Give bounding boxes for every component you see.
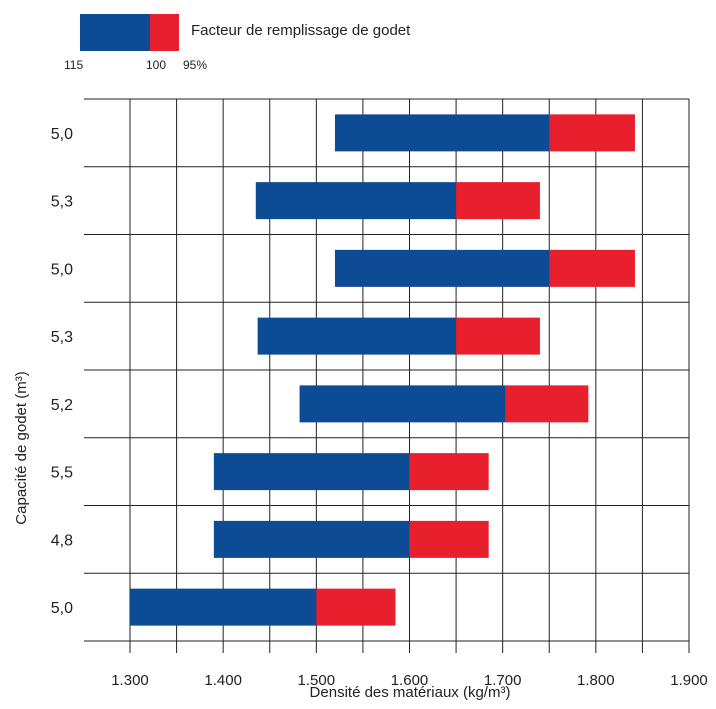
category-label: 5,0 [51,261,73,278]
bar-segment-100-95 [316,588,396,626]
x-tick-label: 1.600 [391,672,429,689]
x-tick-label: 1.300 [111,672,149,689]
category-label: 5,0 [51,126,73,143]
bar-segment-115-100 [299,385,506,423]
legend-swatch-red [150,14,179,51]
bar-segment-115-100 [334,249,550,287]
bar-segment-100-95 [549,249,635,287]
legend-label: Facteur de remplissage de godet [191,22,411,39]
x-tick-label: 1.800 [577,672,615,689]
bar-segment-100-95 [549,114,635,152]
bar-segment-100-95 [456,182,540,220]
x-axis-label: Densité des matériaux (kg/m³) [310,684,511,701]
y-axis-label: Capacité de godet (m³) [13,371,30,524]
x-tick-label: 1.500 [298,672,336,689]
category-label: 5,2 [51,397,73,414]
x-tick-label: 1.900 [670,672,708,689]
category-label: 5,0 [51,600,73,617]
category-label: 5,3 [51,329,73,346]
category-label: 5,3 [51,194,73,211]
legend-scale-100: 100 [146,58,167,72]
bar-segment-115-100 [213,453,410,491]
legend-scale-95: 95% [183,58,208,72]
bar-segment-115-100 [130,588,317,626]
bar-segment-115-100 [255,182,457,220]
x-tick-label: 1.700 [484,672,522,689]
bar-segment-100-95 [456,317,540,355]
bar-segment-100-95 [409,453,489,491]
bar-segment-115-100 [334,114,550,152]
legend-scale-115: 115 [64,58,84,72]
legend-swatch-blue [80,14,150,51]
category-label: 5,5 [51,465,73,482]
bar-segment-115-100 [257,317,457,355]
category-label: 4,8 [51,532,73,549]
bar-segment-115-100 [213,520,410,558]
x-tick-label: 1.400 [204,672,242,689]
bar-segment-100-95 [409,520,489,558]
bar-segment-100-95 [505,385,589,423]
